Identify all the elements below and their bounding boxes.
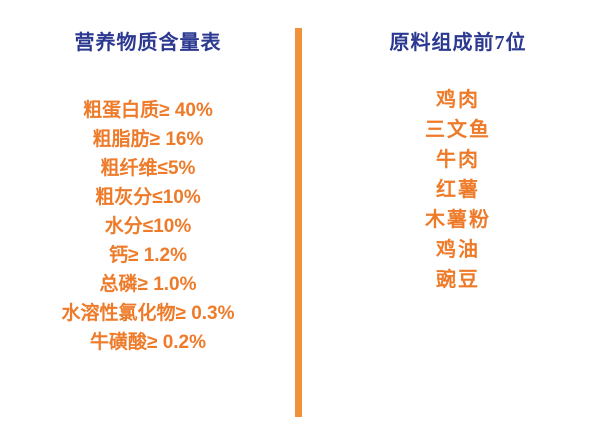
ingredient-row: 红薯 (436, 179, 480, 201)
ingredients-list: 鸡肉 三文鱼 牛肉 红薯 木薯粉 鸡油 豌豆 (318, 85, 598, 295)
nutrition-row: 粗灰分≤10% (95, 187, 201, 208)
nutrition-row: 水分≤10% (104, 216, 192, 237)
ingredient-row: 豌豆 (436, 269, 480, 291)
nutrition-row: 水溶性氯化物≥ 0.3% (61, 303, 235, 324)
vertical-divider (295, 28, 302, 417)
nutrition-title: 营养物质含量表 (74, 32, 222, 54)
nutrition-row: 粗脂肪≥ 16% (92, 129, 204, 150)
nutrition-row: 钙≥ 1.2% (108, 245, 187, 266)
nutrition-column: 营养物质含量表 粗蛋白质≥ 40% 粗脂肪≥ 16% 粗纤维≤5% 粗灰分≤10… (0, 33, 296, 357)
nutrition-row: 总磷≥ 1.0% (99, 274, 197, 295)
nutrition-row: 牛磺酸≥ 0.2% (89, 332, 206, 353)
ingredient-row: 牛肉 (436, 149, 480, 171)
nutrition-list: 粗蛋白质≥ 40% 粗脂肪≥ 16% 粗纤维≤5% 粗灰分≤10% 水分≤10%… (0, 96, 296, 357)
ingredient-row: 木薯粉 (425, 209, 491, 231)
nutrition-row: 粗纤维≤5% (100, 158, 196, 179)
ingredients-column: 原料组成前7位 鸡肉 三文鱼 牛肉 红薯 木薯粉 鸡油 豌豆 (302, 33, 598, 295)
nutrition-row: 粗蛋白质≥ 40% (83, 100, 213, 121)
ingredient-row: 三文鱼 (425, 119, 491, 141)
ingredients-title: 原料组成前7位 (389, 32, 527, 54)
ingredient-row: 鸡油 (436, 239, 480, 261)
ingredient-row: 鸡肉 (436, 89, 480, 111)
